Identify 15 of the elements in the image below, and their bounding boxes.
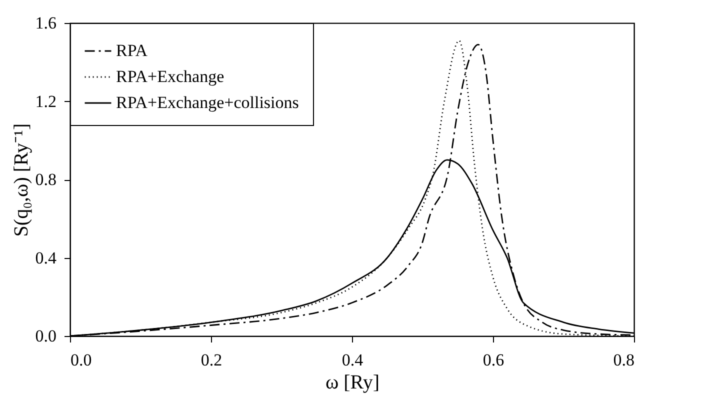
legend-label: RPA+Exchange bbox=[116, 67, 224, 86]
x-axis-title: ω [Ry] bbox=[325, 372, 380, 394]
y-tick-label: 0.8 bbox=[35, 170, 56, 189]
x-tick-label: 0.0 bbox=[70, 350, 92, 370]
y-tick-label: 0.0 bbox=[35, 326, 56, 346]
x-tick-label: 0.4 bbox=[342, 350, 364, 370]
x-tick-label: 0.8 bbox=[613, 350, 634, 370]
x-tick-label: 0.6 bbox=[482, 350, 504, 370]
legend-label: RPA bbox=[116, 41, 148, 60]
y-tick-label: 1.2 bbox=[35, 92, 56, 111]
y-tick-label: 0.4 bbox=[35, 248, 57, 268]
y-tick-label: 1.6 bbox=[35, 14, 56, 32]
x-tick-label: 0.2 bbox=[200, 350, 222, 370]
y-axis-title: S(q₀,ω) [Ry⁻¹] bbox=[10, 123, 32, 237]
legend-label: RPA+Exchange+collisions bbox=[116, 93, 299, 112]
